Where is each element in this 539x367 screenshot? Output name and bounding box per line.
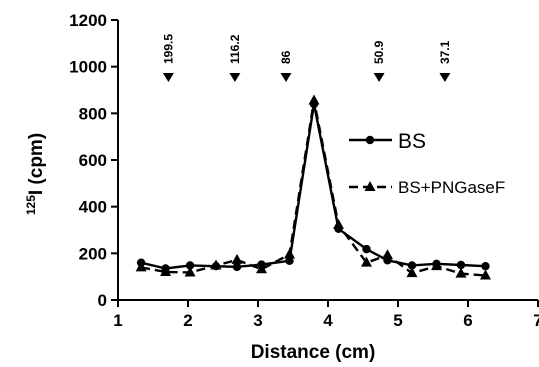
data-point [232,262,242,272]
data-point [160,266,172,276]
data-point [481,261,490,271]
legend-marker [364,181,376,191]
data-point [431,260,442,271]
data-point [382,249,393,260]
data-point [333,218,344,229]
x-tick-label: 6 [463,311,472,330]
x-tick-label: 1 [113,311,122,330]
x-tick-label: 5 [393,311,402,330]
y-axis-title: 125I (cpm) [24,133,47,215]
data-point [135,261,147,272]
legend-marker [365,135,375,145]
mw-marker-arrow [162,73,174,82]
mw-marker-label: 37.1 [438,40,452,64]
legend-label: BS [398,130,426,153]
legend: BS BS+PNGaseF [349,130,505,197]
data-point [480,269,491,280]
data-point [308,94,320,105]
mw-marker-label: 86 [279,50,293,64]
svg-text:125I (cpm): 125I (cpm) [24,133,47,215]
data-point [185,261,195,270]
data-point [455,267,467,278]
mw-marker-arrow [439,73,451,82]
data-point [406,267,418,278]
mw-marker-label: 116.2 [228,34,242,64]
data-point [210,259,222,270]
data-point [361,256,372,267]
x-tick-label: 3 [253,311,262,330]
y-tick-label: 1000 [69,58,107,77]
data-point [284,248,295,259]
mw-marker-arrow [280,73,292,82]
y-axis-title-superscript: 125 [24,195,38,215]
legend-label: BS+PNGaseF [398,178,505,197]
data-point [362,244,371,254]
series-bs-pngasef [135,94,491,280]
data-point [256,263,267,274]
plot-area: 0 200 400 600 800 1000 1200 1 2 3 4 5 6 7 199.5 116.2 86… [69,11,539,330]
mw-marker-label: 199.5 [161,34,175,64]
y-axis-title-text: I (cpm) [26,133,47,195]
x-tick-label: 2 [183,311,192,330]
data-point [407,261,417,270]
data-point [184,266,196,277]
data-point [231,253,243,264]
x-tick-label: 4 [323,311,333,330]
data-point [285,256,294,265]
mw-marker-label: 50.9 [372,40,386,64]
x-tick-label: 7 [533,311,539,330]
x-axis-title: Distance (cm) [251,342,376,363]
y-tick-label: 200 [79,244,107,263]
mw-marker-arrow [229,73,241,82]
data-point [456,260,466,270]
mw-marker-arrow [373,73,385,82]
y-tick-label: 600 [79,151,107,170]
y-tick-label: 0 [98,291,107,310]
y-tick-label: 800 [79,104,107,123]
y-tick-label: 400 [79,198,107,217]
y-tick-label: 1200 [69,11,107,30]
